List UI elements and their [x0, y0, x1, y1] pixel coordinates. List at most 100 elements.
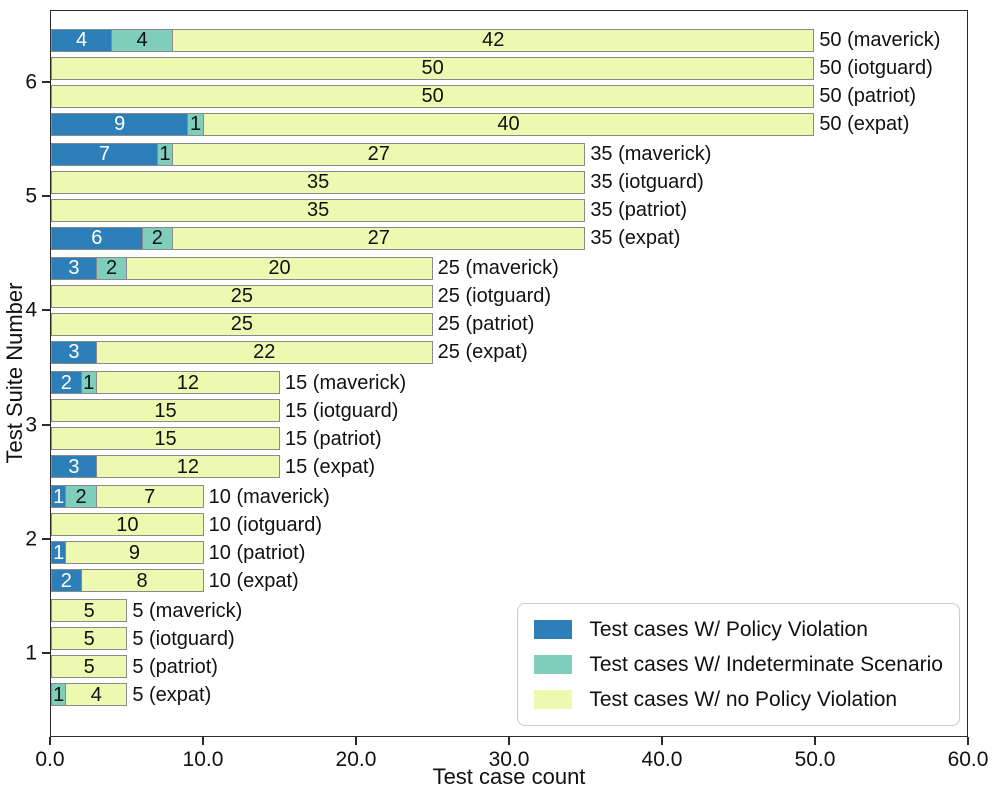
y-tick-label: 4	[25, 298, 37, 322]
bar-total-label: 50 (patriot)	[819, 85, 917, 108]
bar-row-expat: 3 12 15 (expat)	[51, 455, 967, 479]
bar-segment-policy-violation: 2	[51, 371, 82, 395]
bar-total-label: 5 (iotguard)	[132, 627, 235, 650]
bar-segment-policy-violation: 6	[51, 226, 143, 250]
bar-segment-no-policy-violation: 12	[96, 371, 280, 395]
x-tick-label: 30.0	[488, 748, 530, 771]
bar-segment-no-policy-violation: 9	[66, 541, 204, 565]
x-tick-label: 60.0	[947, 748, 989, 771]
bar-row-maverick: 4 4 42 50 (maverick)	[51, 28, 967, 52]
x-tick-mark	[354, 737, 357, 745]
x-tick-label: 20.0	[335, 748, 377, 771]
x-tick-mark	[660, 737, 663, 745]
bar-segment-indeterminate-scenario: 1	[157, 142, 174, 166]
bar-row-expat: 6 2 27 35 (expat)	[51, 226, 967, 250]
bars-container: 6 4 4 42 50 (maverick) 50 50 (iotguard) 50 50 (p…	[25, 11, 967, 736]
bar-segment-no-policy-violation: 22	[96, 340, 433, 364]
bar-row-patriot: 25 25 (patriot)	[51, 312, 967, 336]
bar-total-label: 10 (maverick)	[208, 485, 330, 508]
y-tick-label: 5	[25, 184, 37, 208]
x-tick-label: 0.0	[35, 748, 65, 771]
bar-segment-policy-violation: 7	[51, 142, 158, 166]
bar-row-patriot: 15 15 (patriot)	[51, 427, 967, 451]
x-tick-mark	[967, 737, 969, 745]
bar-total-label: 25 (patriot)	[437, 313, 535, 336]
bar-total-label: 5 (patriot)	[132, 655, 218, 678]
legend-item-no-policy-violation: Test cases W/ no Policy Violation	[534, 688, 943, 711]
bar-total-label: 35 (expat)	[590, 227, 681, 250]
y-axis-title: Test Suite Number	[2, 282, 27, 464]
bar-row-maverick: 2 1 12 15 (maverick)	[51, 371, 967, 395]
legend-label: Test cases W/ no Policy Violation	[589, 687, 898, 711]
bar-total-label: 35 (patriot)	[590, 199, 688, 222]
x-tick-label: 50.0	[794, 748, 836, 771]
legend-swatch-no-policy-violation	[534, 689, 573, 709]
bar-total-label: 35 (maverick)	[590, 143, 712, 166]
y-tick-label: 2	[25, 527, 37, 551]
y-tick-mark	[42, 537, 50, 540]
bar-row-expat: 9 1 40 50 (expat)	[51, 112, 967, 136]
bar-total-label: 5 (maverick)	[132, 599, 243, 622]
bar-row-maverick: 1 2 7 10 (maverick)	[51, 485, 967, 509]
bar-segment-policy-violation: 1	[51, 541, 67, 565]
bar-row-iotguard: 35 35 (iotguard)	[51, 170, 967, 194]
y-tick-mark	[42, 423, 50, 426]
bar-segment-policy-violation: 9	[51, 112, 189, 136]
bar-total-label: 50 (maverick)	[819, 29, 941, 52]
bar-row-expat: 3 22 25 (expat)	[51, 340, 967, 364]
legend-swatch-indeterminate-scenario	[534, 654, 573, 674]
bar-segment-no-policy-violation: 42	[173, 28, 815, 52]
bar-segment-no-policy-violation: 5	[51, 655, 128, 679]
bar-row-patriot: 50 50 (patriot)	[51, 84, 967, 108]
bar-segment-no-policy-violation: 8	[81, 569, 204, 593]
bar-row-iotguard: 50 50 (iotguard)	[51, 56, 967, 80]
bar-segment-indeterminate-scenario: 1	[81, 371, 97, 395]
bar-total-label: 50 (expat)	[819, 113, 910, 136]
bar-total-label: 5 (expat)	[132, 683, 212, 706]
plot-area: 6 4 4 42 50 (maverick) 50 50 (iotguard) 50 50 (p…	[25, 10, 968, 737]
bar-segment-no-policy-violation: 25	[51, 312, 433, 336]
suite-group-6: 6 4 4 42 50 (maverick) 50 50 (iotguard) 50 50 (p…	[25, 25, 967, 139]
bar-segment-no-policy-violation: 4	[66, 683, 128, 707]
bar-total-label: 15 (patriot)	[285, 427, 382, 450]
bar-segment-no-policy-violation: 10	[51, 513, 204, 537]
bar-segment-no-policy-violation: 15	[51, 399, 280, 423]
bar-row-expat: 2 8 10 (expat)	[51, 569, 967, 593]
bar-total-label: 25 (iotguard)	[437, 285, 552, 308]
y-tick-mark	[42, 651, 50, 654]
bar-segment-indeterminate-scenario: 1	[188, 112, 204, 136]
x-axis-title: Test case count	[432, 764, 586, 789]
bar-segment-no-policy-violation: 7	[96, 485, 204, 509]
x-tick-mark	[508, 737, 510, 745]
bar-segment-no-policy-violation: 40	[203, 112, 815, 136]
bar-row-maverick: 3 2 20 25 (maverick)	[51, 256, 967, 280]
bar-segment-no-policy-violation: 27	[173, 226, 586, 250]
bar-segment-no-policy-violation: 50	[51, 56, 815, 80]
bar-total-label: 15 (iotguard)	[285, 399, 399, 422]
bar-total-label: 25 (expat)	[437, 341, 528, 364]
bar-segment-indeterminate-scenario: 2	[142, 226, 174, 250]
y-tick-label: 1	[25, 641, 37, 665]
bar-segment-policy-violation: 3	[51, 340, 97, 364]
y-tick-label: 3	[25, 413, 37, 437]
bar-segment-policy-violation: 3	[51, 256, 97, 280]
x-tick-mark	[49, 737, 51, 745]
bar-segment-no-policy-violation: 5	[51, 599, 128, 623]
x-tick-mark	[814, 737, 816, 745]
bar-row-patriot: 35 35 (patriot)	[51, 198, 967, 222]
bar-segment-indeterminate-scenario: 2	[66, 485, 97, 509]
bar-segment-policy-violation: 1	[51, 485, 67, 509]
bar-segment-indeterminate-scenario: 2	[96, 256, 128, 280]
bar-segment-no-policy-violation: 27	[173, 142, 586, 166]
legend: Test cases W/ Policy Violation Test case…	[517, 602, 960, 726]
bar-total-label: 35 (iotguard)	[590, 171, 704, 194]
bar-segment-policy-violation: 2	[51, 569, 82, 593]
legend-label: Test cases W/ Indeterminate Scenario	[589, 652, 943, 676]
suite-group-5: 5 7 1 27 35 (maverick) 35 35 (iotguard) 35 35 (p…	[25, 139, 967, 253]
legend-swatch-policy-violation	[534, 619, 573, 639]
